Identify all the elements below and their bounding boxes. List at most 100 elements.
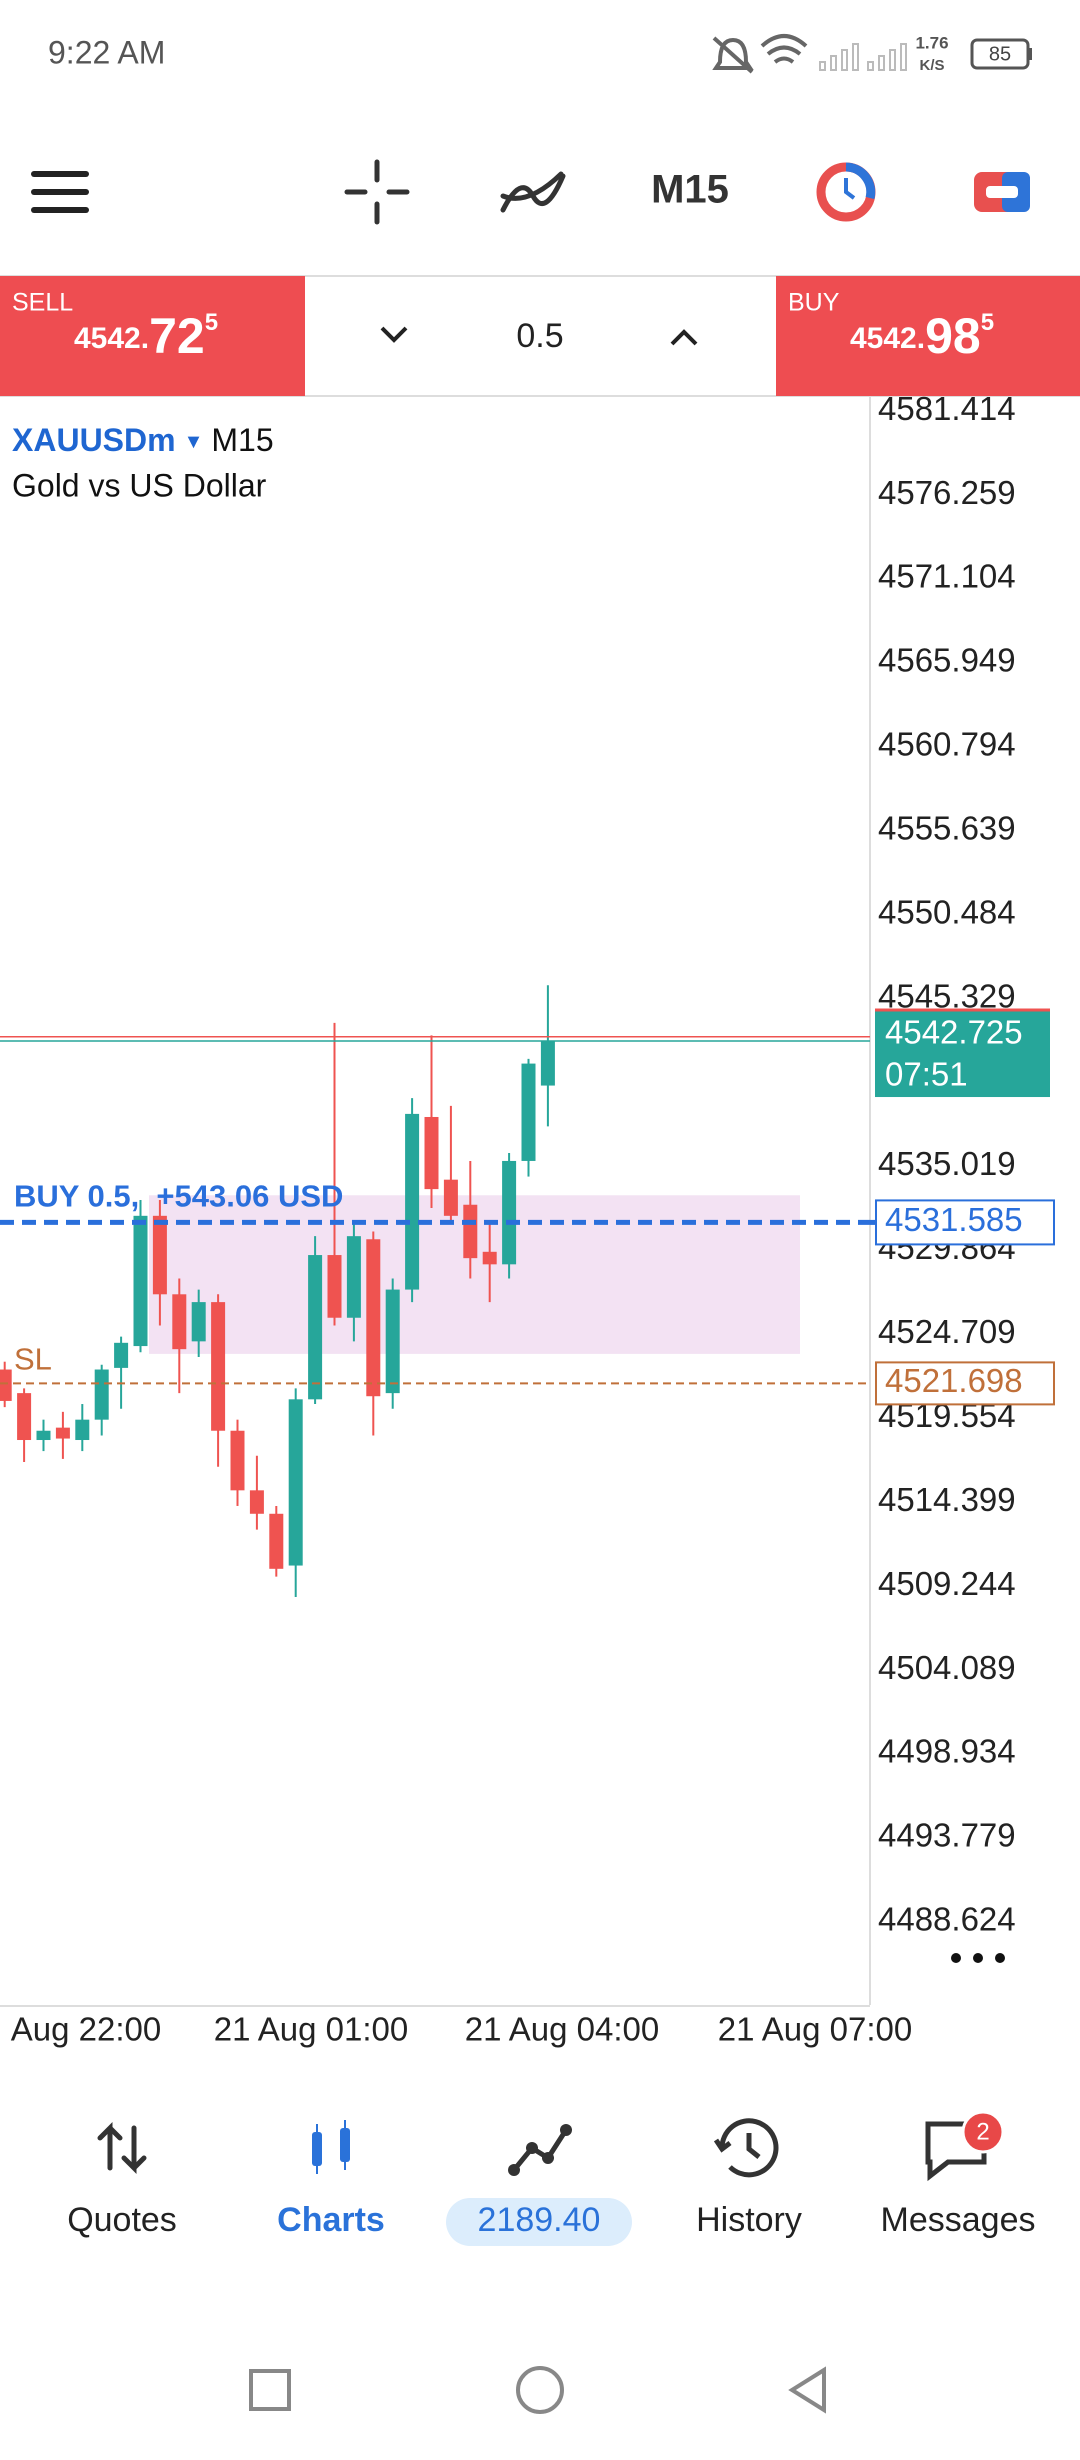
volume-up[interactable] [670, 329, 698, 346]
buy-button[interactable]: BUY 4542.985 [776, 276, 1080, 396]
y-tick-label: 4565.949 [878, 642, 1016, 679]
signal-1 [819, 43, 859, 71]
candle-body [36, 1430, 51, 1441]
quotes-icon [97, 2121, 147, 2175]
one-click-toggle[interactable] [974, 172, 1030, 212]
sell-price-big: 72 [149, 308, 205, 364]
sell-button[interactable]: SELL 4542.725 [0, 276, 305, 396]
candle-body [55, 1427, 70, 1439]
candle-body [230, 1430, 245, 1491]
candle-body [540, 1041, 555, 1086]
bell-icon [712, 37, 754, 70]
candle-body [288, 1399, 303, 1566]
trade-icon [512, 2128, 569, 2172]
symbol-dropdown[interactable]: ▼ [184, 431, 204, 453]
bottom-nav: Quotes Charts 2189.40 History Messages 2 [67, 2110, 1036, 2246]
y-tick-label: 4535.019 [878, 1145, 1016, 1182]
battery-level: 85 [989, 43, 1011, 65]
back-button[interactable] [788, 2366, 826, 2414]
candle-body [94, 1369, 109, 1420]
position-price-label: 4531.585 [885, 1201, 1023, 1238]
volume-down[interactable] [380, 326, 408, 343]
y-tick-label: 4581.414 [878, 390, 1016, 427]
y-tick-label: 4555.639 [878, 809, 1016, 846]
balance-pill [446, 2198, 632, 2246]
candle-body [424, 1116, 439, 1190]
candle-body [114, 1342, 129, 1368]
y-tick-label: 4576.259 [878, 474, 1016, 511]
candle-body [17, 1393, 32, 1441]
history-icon [713, 2118, 779, 2178]
symbol[interactable]: XAUUSDm [12, 422, 176, 458]
sell-price-sup: 5 [205, 309, 218, 336]
battery-tip [1028, 48, 1032, 60]
candle-body [366, 1239, 381, 1397]
timeframe-button[interactable]: M15 [651, 168, 729, 212]
nav-label[interactable]: Quotes [67, 2201, 177, 2239]
bid-price-label: 4542.725 [885, 1014, 1023, 1051]
x-tick-label: 21 Aug 07:00 [718, 2011, 913, 2048]
sell-price-main: 4542. [74, 322, 149, 355]
y-tick-label: 4493.779 [878, 1817, 1016, 1854]
badge [961, 2110, 1005, 2154]
candle-body [172, 1294, 187, 1350]
position-price-box [875, 1199, 1055, 1246]
position-label[interactable]: BUY 0.5, +543.06 USD [14, 1179, 343, 1214]
menu-button[interactable] [31, 171, 89, 213]
candle-body [405, 1113, 420, 1290]
stop-loss-price-box [875, 1361, 1055, 1406]
status-icons [712, 34, 907, 74]
chart-layer: 4581.414 4576.259 4571.104 4565.949 4560.794… [0, 390, 1055, 2048]
y-tick-label: 4514.399 [878, 1481, 1016, 1518]
candle-body [152, 1215, 167, 1295]
candle-body [521, 1063, 536, 1161]
trade-timer-button[interactable] [816, 162, 876, 222]
nav-label[interactable]: History [696, 2201, 802, 2239]
wifi-icon [760, 34, 808, 64]
nav-label[interactable]: Charts [277, 2201, 385, 2239]
chart-header: XAUUSDm ▼ M15 [12, 422, 274, 458]
charts-icon [312, 2120, 350, 2174]
y-tick-label: 4509.244 [878, 1565, 1016, 1602]
x-tick-label: 21 Aug 04:00 [465, 2011, 660, 2048]
candle-body [502, 1160, 517, 1265]
recents-button[interactable] [249, 2369, 291, 2411]
candle-body [249, 1490, 264, 1514]
y-tick-label: 4560.794 [878, 726, 1016, 763]
y-tick-label: 4498.934 [878, 1733, 1016, 1770]
bar-countdown: 07:51 [885, 1056, 968, 1093]
candle-body [443, 1179, 458, 1216]
stop-loss-label[interactable]: SL [14, 1342, 52, 1377]
signal-2 [867, 43, 907, 71]
y-tick-label: 4550.484 [878, 893, 1016, 930]
status-time: 9:22 AM [48, 34, 165, 70]
buy-price-main: 4542. [850, 322, 925, 355]
badge-count: 2 [976, 2118, 989, 2145]
candle-body [463, 1204, 478, 1259]
bell-slash [712, 36, 754, 74]
trade-icon-dots [508, 2124, 572, 2176]
indicators-button[interactable] [500, 171, 566, 213]
candle-body [327, 1255, 342, 1318]
candle-body [269, 1513, 284, 1569]
crosshair-button[interactable] [344, 159, 410, 225]
bid-price-box [875, 1009, 1050, 1098]
candle-body [0, 1369, 12, 1401]
buy-label: BUY [788, 289, 840, 317]
home-button[interactable] [516, 2366, 564, 2414]
more-menu[interactable] [951, 1953, 1005, 1963]
buy-price-sup: 5 [981, 309, 994, 336]
net-unit: K/S [919, 57, 944, 74]
candle-body [133, 1215, 148, 1347]
y-tick-label: 4488.624 [878, 1901, 1016, 1938]
sell-price: 4542.725 [74, 308, 218, 364]
chart-timeframe: M15 [211, 422, 273, 458]
net-speed: 1.76 [915, 33, 948, 52]
candle-body [308, 1255, 323, 1400]
volume[interactable]: 0.5 [516, 317, 563, 355]
nav-label[interactable]: Messages [881, 2201, 1036, 2239]
nav-label[interactable]: 2189.40 [478, 2201, 601, 2239]
